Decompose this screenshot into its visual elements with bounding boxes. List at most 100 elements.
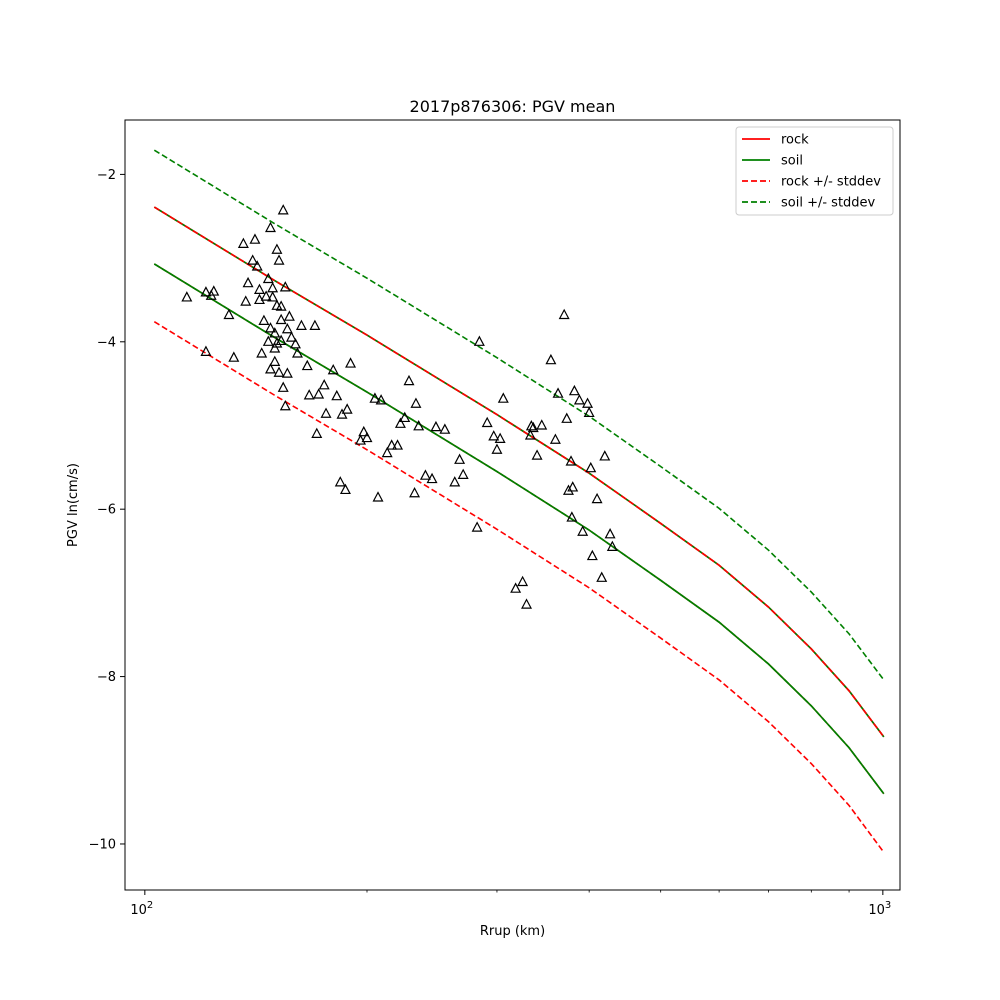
legend-box xyxy=(735,126,894,216)
observation-point xyxy=(531,449,543,460)
observation-point xyxy=(577,525,589,536)
observation-point xyxy=(223,308,235,320)
observation-point xyxy=(517,575,529,587)
observation-point xyxy=(583,406,595,418)
observation-point xyxy=(334,476,346,487)
observation-point xyxy=(291,347,303,358)
observation-point xyxy=(410,397,422,408)
observation-point xyxy=(413,420,425,431)
series-line-rock-stddev-5 xyxy=(153,321,885,853)
observation-point xyxy=(313,388,325,399)
x-tick-label: 103 xyxy=(868,900,891,918)
observation-point xyxy=(369,392,381,403)
observation-point xyxy=(527,421,539,433)
x-axis-label: Rrup (km) xyxy=(480,924,545,939)
observation-point xyxy=(361,431,373,443)
observation-point xyxy=(604,528,616,539)
observation-point xyxy=(386,439,398,450)
observation-point xyxy=(295,319,307,330)
observation-point xyxy=(372,491,384,502)
observation-point xyxy=(545,353,557,365)
observation-point xyxy=(549,433,561,444)
observation-point xyxy=(585,461,597,473)
observation-point xyxy=(488,430,500,441)
observation-point xyxy=(251,260,263,271)
y-tick-label: −10 xyxy=(89,837,116,852)
legend-label-rock: rock xyxy=(781,133,809,148)
y-tick-label: −4 xyxy=(97,335,116,350)
observation-point xyxy=(471,521,483,532)
observation-point xyxy=(591,492,603,504)
observation-point xyxy=(552,387,564,398)
observation-point xyxy=(558,308,570,320)
observation-point xyxy=(457,468,469,479)
observation-point xyxy=(341,403,353,414)
observation-point xyxy=(281,367,293,378)
observation-point xyxy=(426,472,438,484)
observation-point xyxy=(247,254,259,265)
observation-point xyxy=(260,290,272,301)
y-tick-label: −6 xyxy=(97,503,116,518)
observation-point xyxy=(606,540,618,551)
observation-point xyxy=(586,549,598,561)
plot-frame xyxy=(124,119,901,891)
observation-point xyxy=(331,389,343,401)
observation-point xyxy=(228,351,240,362)
observation-point xyxy=(566,511,578,522)
observation-point xyxy=(565,455,577,466)
observation-point xyxy=(582,397,594,408)
observation-point xyxy=(309,319,321,330)
observation-point xyxy=(275,313,287,325)
observation-point xyxy=(375,394,387,405)
observation-point xyxy=(491,443,503,454)
observation-point xyxy=(481,416,493,428)
y-axis: −2 −4 −6 −8 −10 xyxy=(89,168,125,852)
observation-point xyxy=(345,357,357,368)
observation-point xyxy=(303,389,315,400)
observation-point xyxy=(242,276,254,288)
legend-label-rock-stddev: rock +/- stddev xyxy=(781,175,881,190)
observation-point xyxy=(208,285,220,296)
observation-point xyxy=(339,483,351,495)
observation-point xyxy=(277,204,289,215)
observation-point xyxy=(573,394,585,405)
y-tick-label: −2 xyxy=(97,168,116,183)
observation-point xyxy=(394,417,406,428)
observation-point xyxy=(318,379,330,390)
observation-point xyxy=(181,291,193,302)
observation-point xyxy=(264,363,276,374)
observation-point xyxy=(262,335,274,346)
observation-point xyxy=(562,484,574,495)
observation-point xyxy=(596,571,608,582)
observation-point xyxy=(253,283,265,294)
observation-point xyxy=(271,243,283,254)
series-line-soil-stddev-7 xyxy=(153,149,885,681)
observation-point xyxy=(269,355,281,366)
series-line-rock-stddev-4 xyxy=(153,206,885,738)
observation-point xyxy=(269,327,281,338)
y-axis-label: PGV ln(cm/s) xyxy=(66,463,81,547)
observation-point xyxy=(249,233,261,244)
observation-point xyxy=(494,432,506,443)
observation-point xyxy=(311,427,323,438)
observation-point xyxy=(449,476,461,487)
observations-layer xyxy=(181,204,618,609)
observation-point xyxy=(561,412,573,423)
observation-point xyxy=(524,429,536,440)
observation-point xyxy=(240,295,252,306)
observation-point xyxy=(320,407,332,418)
observation-point xyxy=(269,342,281,353)
observation-point xyxy=(336,408,348,419)
x-tick-label: 102 xyxy=(130,900,153,918)
observation-point xyxy=(567,481,579,492)
observation-point xyxy=(264,221,276,233)
x-axis: 102 103 xyxy=(130,890,891,918)
observation-point xyxy=(358,425,370,437)
observation-point xyxy=(275,334,287,346)
observation-point xyxy=(271,337,283,348)
observation-point xyxy=(536,419,548,430)
observation-point xyxy=(262,272,274,284)
observation-point xyxy=(497,392,509,403)
observation-point xyxy=(273,366,285,377)
observation-point xyxy=(200,345,212,356)
